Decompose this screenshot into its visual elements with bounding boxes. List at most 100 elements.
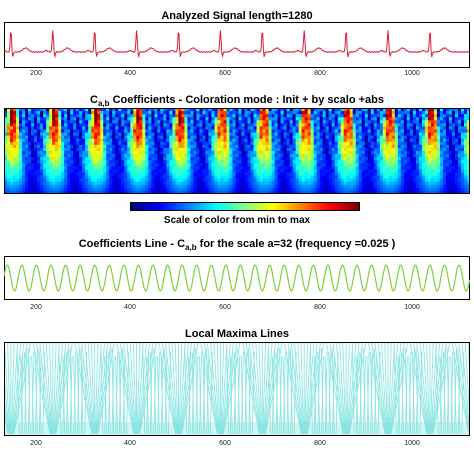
heatmap-cell: [22, 120, 26, 124]
heatmap-cell: [46, 114, 50, 118]
heatmap-cell: [115, 120, 119, 124]
heatmap-cell: [286, 117, 291, 121]
heatmap-cell: [319, 178, 324, 183]
heatmap-cell: [193, 172, 197, 176]
heatmap-cell: [37, 126, 41, 130]
heatmap-cell: [163, 160, 167, 164]
heatmap-cell: [397, 172, 402, 176]
heatmap-cell: [166, 190, 170, 194]
heatmap-cell: [208, 132, 212, 137]
heatmap-cell: [427, 154, 432, 158]
heatmap-cell: [292, 126, 297, 130]
heatmap-cell: [187, 151, 191, 155]
heatmap-cell: [352, 190, 357, 194]
heatmap-cell: [424, 129, 429, 133]
heatmap-cell: [112, 157, 116, 161]
heatmap-cell: [271, 132, 275, 137]
heatmap-cell: [199, 190, 203, 194]
heatmap-cell: [322, 141, 327, 146]
heatmap-cell: [79, 166, 83, 170]
heatmap-cell: [382, 166, 387, 170]
heatmap-cell: [307, 178, 312, 183]
heatmap-cell: [229, 138, 233, 143]
heatmap-cell: [220, 138, 224, 143]
heatmap-cell: [37, 138, 41, 143]
heatmap-cell: [145, 141, 149, 146]
heatmap-cell: [250, 151, 254, 155]
heatmap-cell: [457, 141, 462, 146]
heatmap-cell: [310, 184, 315, 189]
heatmap-cell: [454, 126, 459, 130]
heatmap-cell: [148, 126, 152, 130]
heatmap-cell: [337, 117, 342, 121]
heatmap-cell: [424, 166, 429, 170]
heatmap-cell: [358, 172, 363, 176]
heatmap-cell: [205, 147, 209, 152]
heatmap-cell: [262, 172, 266, 176]
heatmap-cell: [28, 169, 32, 173]
heatmap-cell: [259, 157, 263, 161]
maxima-axes: [4, 342, 470, 436]
heatmap-cell: [139, 184, 143, 189]
heatmap-cell: [34, 166, 38, 170]
heatmap-cell: [121, 169, 125, 173]
heatmap-cell: [361, 184, 366, 189]
heatmap-cell: [166, 163, 170, 167]
maxima-line: [20, 355, 24, 435]
heatmap-cell: [226, 147, 230, 152]
heatmap-cell: [37, 135, 41, 140]
heatmap-cell: [397, 169, 402, 173]
heatmap-cell: [232, 126, 236, 130]
heatmap-cell: [457, 126, 462, 130]
heatmap-cell: [166, 187, 170, 192]
maxima-line: [339, 342, 346, 435]
heatmap-cell: [409, 184, 414, 189]
heatmap-cell: [250, 160, 254, 164]
heatmap-cell: [160, 120, 164, 124]
heatmap-cell: [361, 141, 366, 146]
heatmap-cell: [367, 126, 372, 130]
heatmap-cell: [58, 138, 62, 143]
heatmap-cell: [244, 190, 248, 194]
heatmap-cell: [79, 160, 83, 164]
heatmap-cell: [136, 178, 140, 183]
heatmap-cell: [304, 169, 309, 173]
heatmap-cell: [397, 178, 402, 183]
heatmap-cell: [247, 190, 251, 194]
heatmap-cell: [430, 175, 435, 180]
colorbar-step: [141, 202, 146, 211]
heatmap-cell: [430, 184, 435, 189]
heatmap-cell: [226, 114, 230, 118]
heatmap-cell: [79, 132, 83, 137]
heatmap-cell: [328, 114, 333, 118]
heatmap-cell: [16, 108, 20, 112]
heatmap-cell: [238, 169, 242, 173]
heatmap-cell: [202, 172, 206, 176]
heatmap-cell: [451, 154, 456, 158]
heatmap-cell: [115, 117, 119, 121]
heatmap-cell: [19, 111, 23, 115]
heatmap-cell: [301, 184, 306, 189]
heatmap-cell: [370, 163, 375, 167]
heatmap-cell: [325, 175, 330, 180]
tick-label: 200: [30, 304, 42, 311]
heatmap-cell: [184, 138, 188, 143]
heatmap-cell: [376, 163, 381, 167]
heatmap-cell: [280, 117, 284, 121]
heatmap-cell: [250, 129, 254, 133]
heatmap-cell: [64, 151, 68, 155]
heatmap-cell: [406, 190, 411, 194]
heatmap-cell: [211, 114, 215, 118]
heatmap-cell: [274, 151, 278, 155]
heatmap-cell: [238, 108, 242, 112]
heatmap-cell: [451, 144, 456, 149]
heatmap-cell: [442, 151, 447, 155]
heatmap-cell: [232, 154, 236, 158]
heatmap-cell: [439, 160, 444, 164]
heatmap-cell: [442, 126, 447, 130]
heatmap-cell: [13, 120, 17, 124]
heatmap-cell: [370, 184, 375, 189]
heatmap-cell: [178, 187, 182, 192]
heatmap-cell: [301, 117, 306, 121]
heatmap-cell: [22, 114, 26, 118]
